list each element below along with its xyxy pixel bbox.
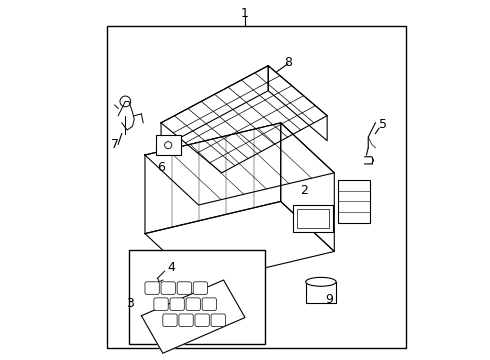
Bar xyxy=(156,135,181,155)
Polygon shape xyxy=(142,280,245,353)
FancyBboxPatch shape xyxy=(193,282,207,294)
Text: 1: 1 xyxy=(241,8,249,21)
FancyBboxPatch shape xyxy=(186,298,200,310)
Polygon shape xyxy=(268,66,327,141)
Text: 5: 5 xyxy=(379,118,387,131)
Polygon shape xyxy=(145,202,334,284)
Ellipse shape xyxy=(306,277,336,286)
FancyBboxPatch shape xyxy=(177,282,192,294)
FancyBboxPatch shape xyxy=(170,298,184,310)
FancyBboxPatch shape xyxy=(163,314,177,327)
FancyBboxPatch shape xyxy=(211,314,225,327)
Polygon shape xyxy=(145,123,334,205)
Text: 7: 7 xyxy=(111,138,119,151)
Bar xyxy=(107,26,406,348)
FancyBboxPatch shape xyxy=(202,298,217,310)
FancyBboxPatch shape xyxy=(179,314,193,327)
Polygon shape xyxy=(161,66,268,148)
Text: 2: 2 xyxy=(300,184,308,197)
FancyBboxPatch shape xyxy=(145,282,159,294)
Text: 8: 8 xyxy=(284,55,292,69)
Bar xyxy=(338,180,370,223)
Polygon shape xyxy=(145,123,281,234)
Bar xyxy=(306,282,336,303)
Bar xyxy=(297,208,329,228)
Text: 9: 9 xyxy=(325,293,333,306)
Bar xyxy=(129,249,265,344)
Text: 4: 4 xyxy=(168,261,176,274)
FancyBboxPatch shape xyxy=(195,314,209,327)
Bar xyxy=(293,205,333,232)
Text: 6: 6 xyxy=(157,161,165,174)
FancyBboxPatch shape xyxy=(161,282,175,294)
Text: 3: 3 xyxy=(126,297,134,310)
FancyBboxPatch shape xyxy=(154,298,168,310)
Polygon shape xyxy=(161,66,327,173)
Polygon shape xyxy=(281,123,334,251)
